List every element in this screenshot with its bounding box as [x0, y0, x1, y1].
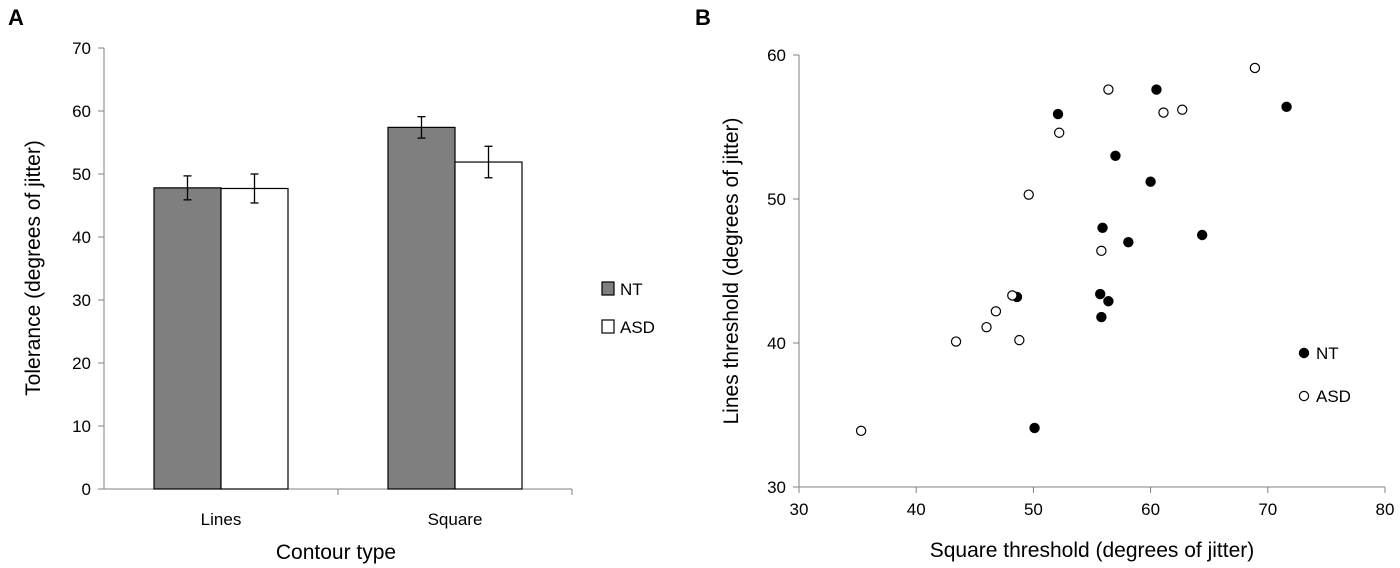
panel-b-point-asd: [1023, 189, 1034, 200]
panel-b-y-axis-title: Lines threshold (degrees of jitter): [720, 118, 743, 425]
panel-b-y-tick-label: 50: [767, 190, 786, 209]
panel-a-bar-nt: [387, 126, 456, 490]
panel-b-point-asd: [1158, 107, 1169, 118]
panel-b-y-tick-label: 40: [767, 334, 786, 353]
panel-b-y-tick-label: 30: [767, 478, 786, 497]
panel-b-point-asd: [1096, 245, 1107, 257]
panel-b-label: B: [695, 5, 711, 30]
panel-b-point-asd: [950, 336, 962, 347]
panel-b-point-nt: [1029, 422, 1040, 434]
panel-a-legend-swatch-asd: [601, 319, 615, 334]
panel-a-legend-label: NT: [620, 280, 643, 299]
panel-a-x-tick-label: Lines: [201, 510, 242, 529]
panel-b-point-nt: [1097, 222, 1108, 233]
panel-a-bar-chart: A 0 10 20 30 40 50 60 70 Lines Square Contour typ…: [8, 5, 655, 564]
panel-a-y-tick-label: 0: [82, 480, 91, 499]
panel-b-point-asd: [1103, 84, 1114, 95]
panel-b-legend-marker-nt: [1298, 347, 1310, 359]
panel-a-y-tick-label: 70: [72, 39, 91, 58]
panel-a-y-tick-label: 50: [72, 165, 91, 184]
panel-b-point-asd: [981, 321, 992, 333]
panel-b-legend-label: ASD: [1316, 387, 1351, 406]
panel-b-scatter-plot: B 30 40 50 60 30 40 50 60 70 80 Square threshold …: [695, 5, 1394, 562]
panel-b-point-asd: [1007, 290, 1018, 301]
panel-a-bar-asd: [454, 161, 523, 490]
panel-b-x-tick-label: 70: [1258, 500, 1277, 519]
panel-b-legend-marker-asd: [1298, 390, 1310, 402]
panel-b-point-nt: [1110, 150, 1121, 161]
panel-a-legend: NT ASD: [601, 280, 655, 337]
panel-b-point-nt: [1103, 296, 1114, 307]
panel-b-point-nt: [1096, 311, 1107, 323]
panel-b-point-nt: [1196, 229, 1208, 241]
panel-a-bars: [153, 126, 523, 490]
panel-a-y-axis-title: Tolerance (degrees of jitter): [22, 140, 45, 396]
panel-a-y-tick-label: 60: [72, 102, 91, 121]
panel-b-axes: [793, 54, 1386, 493]
panel-b-legend: NT ASD: [1298, 344, 1351, 406]
panel-a-error-bars: [183, 116, 493, 204]
panel-b-x-tick-label: 60: [1141, 500, 1160, 519]
panel-b-y-tick-label: 60: [767, 46, 786, 65]
panel-b-point-nt: [1123, 236, 1134, 248]
panel-a-y-tick-label: 30: [72, 291, 91, 310]
panel-b-x-tick-label: 80: [1376, 500, 1395, 519]
panel-b-point-nt: [1151, 84, 1162, 95]
panel-a-bar-asd: [220, 187, 289, 490]
panel-b-point-nt: [1095, 288, 1106, 300]
panel-b-points: [855, 62, 1292, 437]
panel-b-point-nt: [1281, 101, 1292, 113]
panel-b-point-asd: [1177, 104, 1188, 115]
panel-b-legend-label: NT: [1316, 344, 1339, 363]
panel-a-legend-label: ASD: [620, 318, 655, 337]
panel-b-x-tick-label: 30: [790, 500, 809, 519]
panel-a-tick-labels: 0 10 20 30 40 50 60 70 Lines Square: [72, 39, 482, 529]
panel-a-y-tick-label: 10: [72, 417, 91, 436]
panel-a-y-tick-label: 40: [72, 228, 91, 247]
panel-b-point-asd: [1249, 62, 1261, 74]
panel-a-label: A: [8, 5, 24, 30]
panel-b-x-tick-label: 40: [907, 500, 926, 519]
panel-b-x-tick-label: 50: [1024, 500, 1043, 519]
panel-a-y-tick-label: 20: [72, 354, 91, 373]
panel-a-legend-swatch-nt: [601, 281, 615, 296]
panel-b-x-axis-title: Square threshold (degrees of jitter): [930, 539, 1255, 562]
panel-a-x-tick-label: Square: [428, 510, 483, 529]
panel-b-tick-labels: 30 40 50 60 30 40 50 60 70 80: [767, 46, 1394, 519]
panel-a-bar-nt: [153, 187, 222, 490]
panel-b-point-nt: [1145, 176, 1156, 187]
panel-b-point-asd: [1014, 334, 1025, 346]
panel-b-point-asd: [1053, 127, 1065, 138]
panel-b-point-nt: [1052, 108, 1064, 120]
panel-b-point-asd: [990, 306, 1002, 317]
panel-a-x-axis-title: Contour type: [276, 541, 396, 564]
panel-b-point-asd: [855, 425, 867, 437]
